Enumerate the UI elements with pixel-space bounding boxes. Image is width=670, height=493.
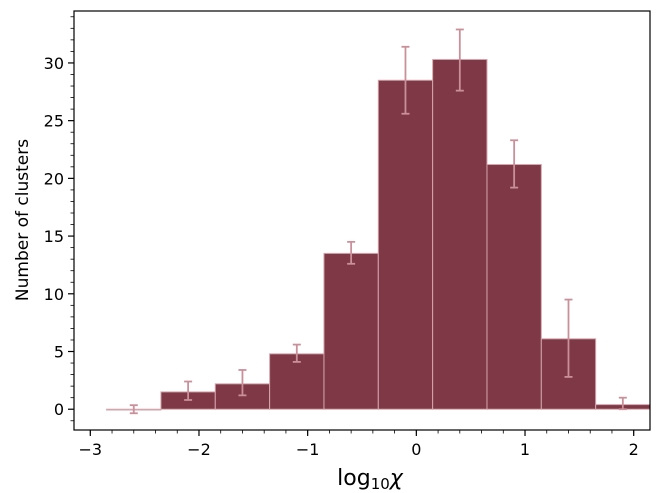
y-tick-label-5: 25 <box>44 112 64 131</box>
x-axis-label: log10χ <box>337 466 404 493</box>
bars-group <box>106 58 651 411</box>
plot-frame <box>73 10 651 431</box>
y-axis-label: Number of clusters <box>13 139 33 301</box>
bar-7 <box>486 164 542 410</box>
y-tick-label-3: 15 <box>44 227 64 246</box>
x-tick-label-0: −3 <box>79 440 103 459</box>
bar-4 <box>323 252 379 410</box>
y-tick-label-2: 10 <box>44 285 64 304</box>
x-tick-label-3: 0 <box>411 440 421 459</box>
bar-5 <box>377 79 434 410</box>
x-tick-label-4: 1 <box>520 440 530 459</box>
bar-6 <box>432 58 488 410</box>
y-tick-label-6: 30 <box>44 54 64 73</box>
x-tick-label-5: 2 <box>629 440 639 459</box>
x-tick-label-2: −1 <box>296 440 320 459</box>
y-tick-label-0: 0 <box>54 400 64 419</box>
x-tick-label-1: −2 <box>187 440 211 459</box>
y-tick-label-4: 20 <box>44 169 64 188</box>
error-bars-group <box>129 28 627 415</box>
y-tick-label-1: 5 <box>54 343 64 362</box>
